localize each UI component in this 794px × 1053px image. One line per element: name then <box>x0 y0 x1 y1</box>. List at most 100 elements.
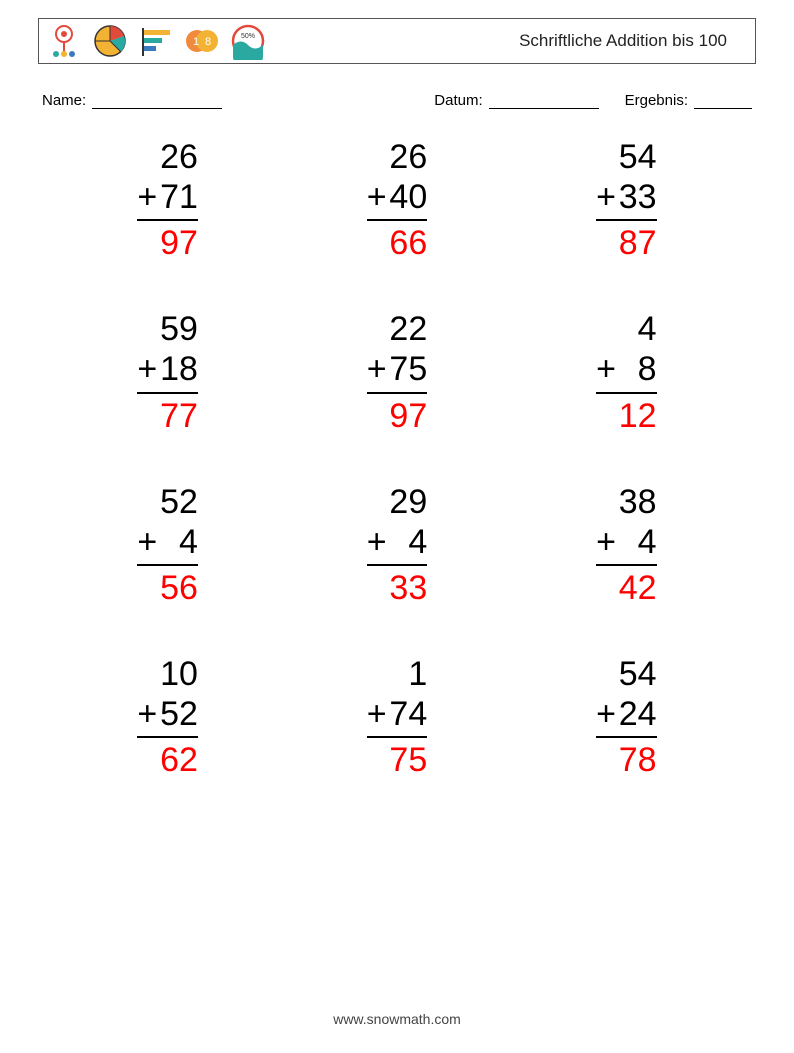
problem-8: 29+ 433 <box>297 482 496 608</box>
problem-7: 52+ 4 56 <box>68 482 267 608</box>
addend-top: 59 <box>137 309 198 349</box>
addend-top: 52 <box>137 482 198 522</box>
meta-date-result: Datum: Ergebnis: <box>434 92 752 109</box>
problem-stack: 4+8 12 <box>596 309 657 435</box>
meta-row: Name: Datum: Ergebnis: <box>38 92 756 109</box>
addend-top: 38 <box>596 482 657 522</box>
answer: 33 <box>367 568 428 608</box>
addend-bottom: 4 <box>618 522 657 562</box>
problem-10: 10+5262 <box>68 654 267 780</box>
operator: + <box>137 522 159 562</box>
problem-6: 4+8 12 <box>527 309 726 435</box>
addend-bottom-row: +75 <box>367 349 428 389</box>
answer: 66 <box>367 223 428 263</box>
operator: + <box>137 694 159 734</box>
operator: + <box>367 177 389 217</box>
pie-chart-icon <box>91 22 129 60</box>
number-circles-icon: 1 8 <box>183 22 221 60</box>
rule-line: 97 <box>137 219 198 263</box>
answer: 75 <box>367 740 428 780</box>
addend-bottom: 18 <box>159 349 198 389</box>
rule-line: 77 <box>137 392 198 436</box>
problem-stack: 54+2478 <box>596 654 657 780</box>
addend-bottom-row: + 4 <box>137 522 198 562</box>
date-blank[interactable] <box>489 94 599 109</box>
addend-bottom-row: +24 <box>596 694 657 734</box>
rule-line: 66 <box>367 219 428 263</box>
addend-bottom: 74 <box>389 694 428 734</box>
pin-chart-icon <box>45 22 83 60</box>
problem-stack: 54+33 87 <box>596 137 657 263</box>
problem-stack: 26+7197 <box>137 137 198 263</box>
operator: + <box>367 694 389 734</box>
result-label: Ergebnis: <box>625 92 688 109</box>
operator: + <box>596 522 618 562</box>
addend-top: 26 <box>367 137 428 177</box>
addend-bottom-row: +8 <box>596 349 657 389</box>
svg-text:50%: 50% <box>241 33 255 40</box>
problem-2: 26+40 66 <box>297 137 496 263</box>
answer: 77 <box>137 396 198 436</box>
answer: 56 <box>137 568 198 608</box>
rule-line: 33 <box>367 564 428 608</box>
addend-bottom: 33 <box>618 177 657 217</box>
addend-bottom: 75 <box>389 349 428 389</box>
operator: + <box>596 177 618 217</box>
addend-bottom: 8 <box>618 349 657 389</box>
problem-4: 59+18 77 <box>68 309 267 435</box>
name-label: Name: <box>42 92 86 109</box>
name-blank[interactable] <box>92 94 222 109</box>
addend-bottom-row: +52 <box>137 694 198 734</box>
footer-url: www.snowmath.com <box>333 1011 461 1027</box>
result-blank[interactable] <box>694 94 752 109</box>
rule-line: 78 <box>596 736 657 780</box>
addend-bottom: 40 <box>389 177 428 217</box>
operator: + <box>367 349 389 389</box>
problem-stack: 10+5262 <box>137 654 198 780</box>
addend-bottom: 4 <box>159 522 198 562</box>
bar-chart-icon <box>137 22 175 60</box>
worksheet-title: Schriftliche Addition bis 100 <box>519 31 745 51</box>
header-bar: 1 8 50% Schriftliche Addition bis 100 <box>38 18 756 64</box>
operator: + <box>596 349 618 389</box>
addend-bottom-row: +71 <box>137 177 198 217</box>
problem-stack: 29+ 433 <box>367 482 428 608</box>
addend-bottom-row: +74 <box>367 694 428 734</box>
problem-1: 26+7197 <box>68 137 267 263</box>
rule-line: 87 <box>596 219 657 263</box>
addend-top: 4 <box>596 309 657 349</box>
gauge-icon: 50% <box>229 22 267 60</box>
addend-bottom-row: +40 <box>367 177 428 217</box>
addend-bottom: 52 <box>159 694 198 734</box>
problem-12: 54+2478 <box>527 654 726 780</box>
addend-bottom-row: +33 <box>596 177 657 217</box>
addend-bottom-row: + 4 <box>596 522 657 562</box>
meta-name: Name: <box>42 92 222 109</box>
rule-line: 62 <box>137 736 198 780</box>
addend-top: 54 <box>596 137 657 177</box>
problem-stack: 52+ 4 56 <box>137 482 198 608</box>
problem-stack: 22+7597 <box>367 309 428 435</box>
date-label: Datum: <box>434 92 482 109</box>
header-icons: 1 8 50% <box>45 22 267 60</box>
addend-top: 54 <box>596 654 657 694</box>
worksheet-page: 1 8 50% Schriftliche Addition bis 100 Na… <box>0 0 794 780</box>
rule-line: 75 <box>367 736 428 780</box>
answer: 87 <box>596 223 657 263</box>
problem-3: 54+33 87 <box>527 137 726 263</box>
answer: 42 <box>596 568 657 608</box>
operator: + <box>367 522 389 562</box>
footer: www.snowmath.com <box>0 1011 794 1027</box>
answer: 12 <box>596 396 657 436</box>
problem-stack: 38+ 4 42 <box>596 482 657 608</box>
problem-stack: 59+18 77 <box>137 309 198 435</box>
problems-grid: 26+719726+406654+338759+187722+75974+812… <box>38 137 756 780</box>
operator: + <box>137 177 159 217</box>
svg-text:1: 1 <box>193 36 199 48</box>
operator: + <box>137 349 159 389</box>
answer: 62 <box>137 740 198 780</box>
rule-line: 56 <box>137 564 198 608</box>
addend-top: 1 <box>367 654 428 694</box>
problem-5: 22+7597 <box>297 309 496 435</box>
rule-line: 12 <box>596 392 657 436</box>
